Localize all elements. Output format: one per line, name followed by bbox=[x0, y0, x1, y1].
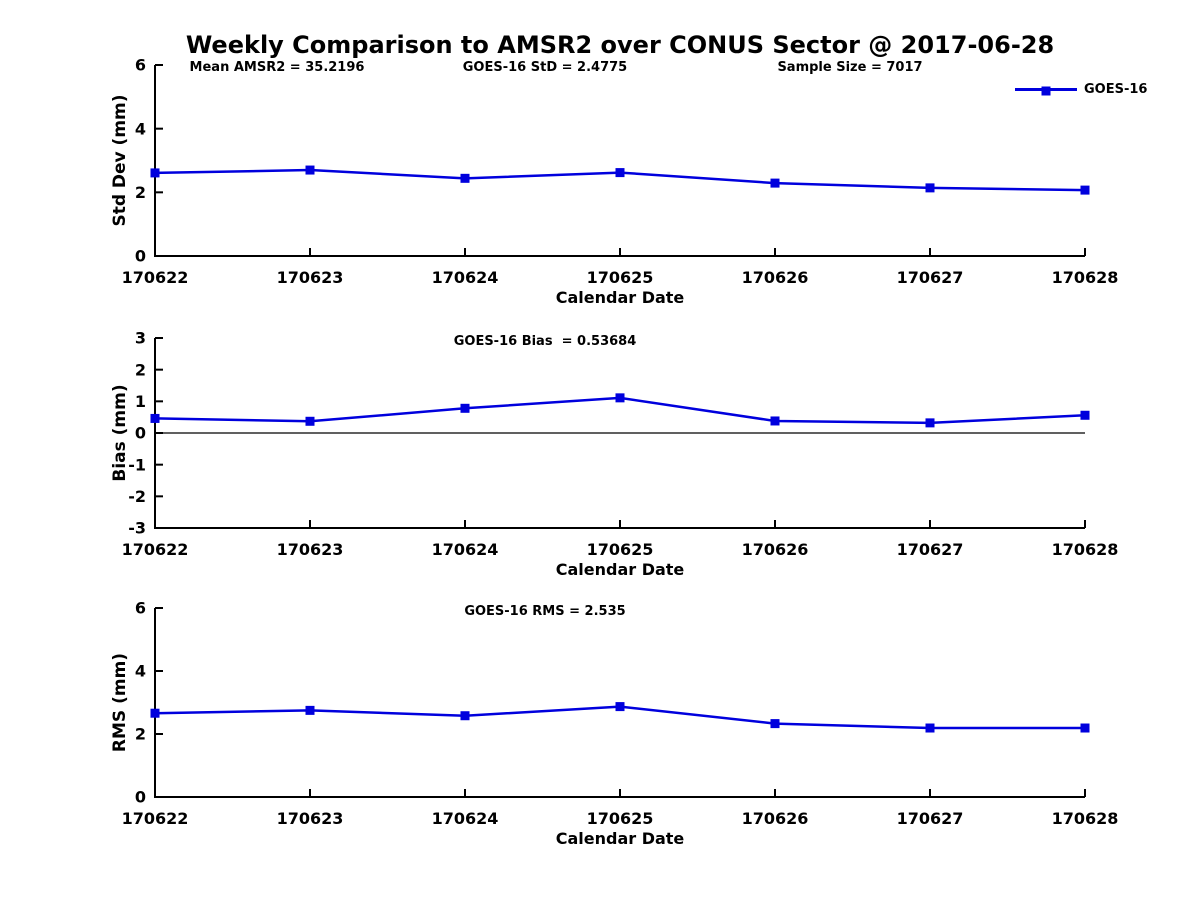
x-tick-label: 170623 bbox=[277, 268, 344, 287]
data-point-marker bbox=[1080, 185, 1090, 195]
x-tick-label: 170626 bbox=[742, 540, 809, 559]
x-tick-label: 170628 bbox=[1052, 540, 1119, 559]
x-tick-label: 170622 bbox=[122, 809, 189, 828]
data-point-marker bbox=[615, 393, 625, 403]
x-tick-label: 170625 bbox=[587, 540, 654, 559]
y-tick-label: 2 bbox=[135, 725, 146, 744]
x-axis-title: Calendar Date bbox=[556, 560, 685, 579]
data-point-marker bbox=[460, 173, 470, 183]
x-tick-label: 170623 bbox=[277, 809, 344, 828]
data-point-marker bbox=[305, 416, 315, 426]
stat-mean-amsr2: Mean AMSR2 = 35.2196 bbox=[189, 60, 365, 75]
figure-title: Weekly Comparison to AMSR2 over CONUS Se… bbox=[185, 31, 1055, 59]
data-point-marker bbox=[615, 702, 625, 712]
x-tick-label: 170627 bbox=[897, 268, 964, 287]
stat-sample-size: Sample Size = 7017 bbox=[777, 60, 923, 75]
x-tick-label: 170627 bbox=[897, 540, 964, 559]
data-point-marker bbox=[925, 418, 935, 428]
y-tick-label: 2 bbox=[135, 360, 146, 379]
x-tick-label: 170626 bbox=[742, 809, 809, 828]
legend-line-sample bbox=[1015, 86, 1077, 95]
y-tick-label: -2 bbox=[128, 487, 146, 506]
y-tick-label: 6 bbox=[135, 56, 146, 75]
data-point-marker bbox=[460, 711, 470, 721]
x-tick-label: 170624 bbox=[432, 809, 499, 828]
data-point-marker bbox=[1080, 723, 1090, 733]
x-tick-label: 170628 bbox=[1052, 809, 1119, 828]
x-tick-label: 170625 bbox=[587, 268, 654, 287]
x-tick-label: 170623 bbox=[277, 540, 344, 559]
legend: GOES-16 bbox=[1015, 81, 1147, 97]
data-point-marker bbox=[460, 403, 470, 413]
y-tick-label: 2 bbox=[135, 183, 146, 202]
x-tick-label: 170624 bbox=[432, 268, 499, 287]
legend-square-marker-icon bbox=[1041, 86, 1051, 95]
stat-goes16-std: GOES-16 StD = 2.4775 bbox=[462, 60, 628, 75]
y-tick-label: -3 bbox=[128, 519, 146, 538]
subplot-annotation: GOES-16 RMS = 2.535 bbox=[464, 604, 625, 619]
data-point-marker bbox=[925, 183, 935, 193]
x-tick-label: 170628 bbox=[1052, 268, 1119, 287]
x-tick-label: 170624 bbox=[432, 540, 499, 559]
data-point-marker bbox=[305, 165, 315, 175]
data-point-marker bbox=[150, 708, 160, 718]
data-point-marker bbox=[770, 178, 780, 188]
x-tick-label: 170622 bbox=[122, 268, 189, 287]
data-point-marker bbox=[305, 705, 315, 715]
y-axis-title: Std Dev (mm) bbox=[110, 94, 130, 226]
y-tick-label: 6 bbox=[135, 599, 146, 618]
data-point-marker bbox=[150, 168, 160, 178]
data-point-marker bbox=[150, 413, 160, 423]
data-point-marker bbox=[770, 416, 780, 426]
x-tick-label: 170622 bbox=[122, 540, 189, 559]
y-tick-label: 1 bbox=[135, 392, 146, 411]
data-point-marker bbox=[925, 723, 935, 733]
y-tick-label: 0 bbox=[135, 247, 146, 266]
data-point-marker bbox=[615, 168, 625, 178]
data-point-marker bbox=[1080, 410, 1090, 420]
x-tick-label: 170627 bbox=[897, 809, 964, 828]
y-tick-label: 0 bbox=[135, 424, 146, 443]
y-axis-title: Bias (mm) bbox=[110, 384, 130, 481]
subplot-annotation: GOES-16 Bias = 0.53684 bbox=[454, 334, 637, 349]
legend-label: GOES-16 bbox=[1084, 81, 1148, 97]
x-tick-label: 170626 bbox=[742, 268, 809, 287]
y-tick-label: -1 bbox=[128, 455, 146, 474]
x-axis-title: Calendar Date bbox=[556, 829, 685, 848]
x-axis-title: Calendar Date bbox=[556, 288, 685, 307]
y-tick-label: 4 bbox=[135, 662, 146, 681]
y-tick-label: 3 bbox=[135, 329, 146, 348]
y-tick-label: 4 bbox=[135, 119, 146, 138]
y-tick-label: 0 bbox=[135, 788, 146, 807]
y-axis-title: RMS (mm) bbox=[110, 653, 130, 752]
x-tick-label: 170625 bbox=[587, 809, 654, 828]
data-point-marker bbox=[770, 719, 780, 729]
